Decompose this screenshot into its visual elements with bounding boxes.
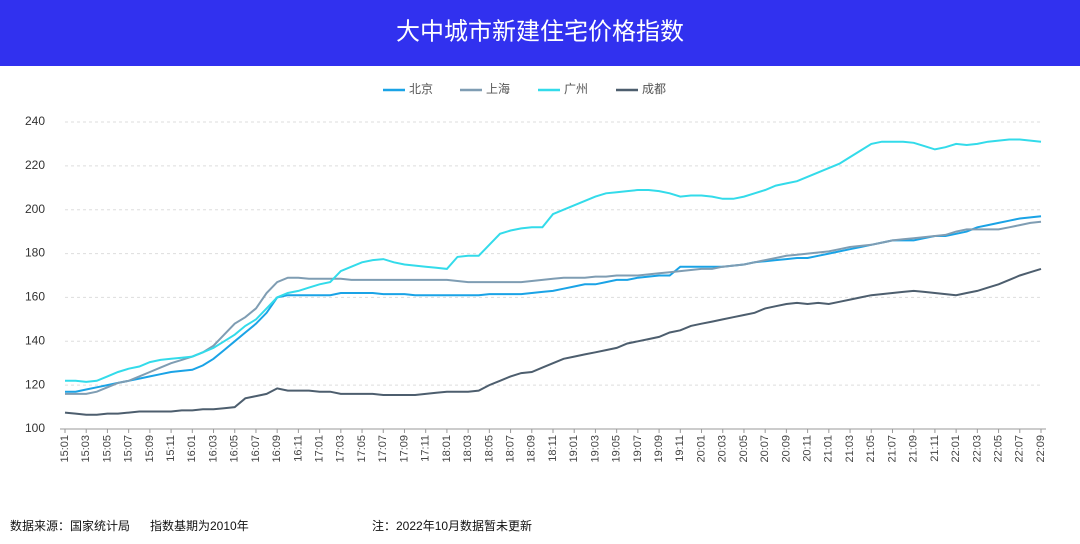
x-tick-label: 20:09 bbox=[780, 435, 792, 463]
x-tick-label: 19:07 bbox=[632, 435, 644, 463]
x-tick-label: 17:03 bbox=[335, 435, 347, 463]
x-tick-label: 21:05 bbox=[865, 435, 877, 463]
x-tick-label: 16:01 bbox=[186, 435, 198, 463]
series-line bbox=[65, 138, 1042, 383]
series-line bbox=[64, 267, 1042, 416]
x-tick-label: 20:03 bbox=[717, 435, 729, 463]
x-tick-label: 15:01 bbox=[59, 435, 71, 463]
x-tick-label: 19:09 bbox=[653, 435, 665, 463]
x-tick-label: 15:11 bbox=[165, 435, 177, 462]
x-tick-label: 21:01 bbox=[823, 435, 835, 463]
x-tick-label: 19:03 bbox=[589, 435, 601, 463]
x-tick-label: 20:11 bbox=[802, 435, 814, 462]
y-tick-label: 180 bbox=[25, 246, 45, 260]
legend-label: 广州 bbox=[564, 82, 588, 96]
x-tick-label: 16:07 bbox=[250, 435, 262, 463]
y-tick-label: 140 bbox=[25, 333, 45, 347]
x-tick-label: 22:03 bbox=[971, 435, 983, 463]
x-tick-label: 18:09 bbox=[526, 435, 538, 463]
y-tick-label: 220 bbox=[25, 158, 45, 172]
x-tick-label: 15:09 bbox=[144, 435, 156, 463]
x-tick-label: 17:05 bbox=[356, 435, 368, 463]
x-tick-label: 15:03 bbox=[80, 435, 92, 463]
x-tick-label: 17:11 bbox=[420, 435, 432, 462]
x-tick-label: 18:11 bbox=[547, 435, 559, 462]
x-tick-label: 18:03 bbox=[462, 435, 474, 463]
x-tick-label: 22:07 bbox=[1014, 435, 1026, 463]
y-tick-label: 120 bbox=[25, 377, 45, 391]
x-tick-label: 19:11 bbox=[674, 435, 686, 462]
x-tick-label: 22:01 bbox=[950, 435, 962, 463]
series-line bbox=[65, 220, 1042, 395]
x-tick-label: 18:05 bbox=[483, 435, 495, 463]
x-tick-label: 22:09 bbox=[1035, 435, 1047, 463]
legend-label: 北京 bbox=[409, 82, 433, 96]
note: 注：2022年10月数据暂未更新 bbox=[372, 518, 532, 533]
y-tick-label: 200 bbox=[25, 202, 45, 216]
x-tick-label: 17:01 bbox=[314, 435, 326, 463]
x-tick-label: 15:07 bbox=[123, 435, 135, 463]
x-tick-label: 21:09 bbox=[908, 435, 920, 463]
x-tick-label: 21:11 bbox=[929, 435, 941, 462]
x-tick-label: 17:09 bbox=[398, 435, 410, 463]
x-tick-label: 20:01 bbox=[695, 435, 707, 463]
y-tick-label: 160 bbox=[25, 290, 45, 304]
series-line bbox=[65, 215, 1042, 393]
x-tick-label: 18:01 bbox=[441, 435, 453, 463]
y-tick-label: 100 bbox=[25, 421, 45, 435]
legend-label: 上海 bbox=[486, 81, 510, 96]
header-bar bbox=[0, 0, 1080, 66]
chart-title: 大中城市新建住宅价格指数 bbox=[396, 18, 684, 45]
x-tick-label: 21:03 bbox=[844, 435, 856, 463]
y-tick-label: 240 bbox=[25, 114, 45, 128]
x-tick-label: 20:07 bbox=[759, 435, 771, 463]
legend-label: 成都 bbox=[642, 82, 666, 96]
x-tick-label: 19:05 bbox=[611, 435, 623, 463]
x-tick-label: 18:07 bbox=[504, 435, 516, 463]
source: 数据来源：国家统计局 bbox=[10, 518, 130, 533]
x-tick-label: 16:09 bbox=[271, 435, 283, 463]
x-tick-label: 21:07 bbox=[886, 435, 898, 463]
x-tick-label: 16:05 bbox=[229, 435, 241, 463]
x-tick-label: 15:05 bbox=[101, 435, 113, 463]
x-tick-label: 20:05 bbox=[738, 435, 750, 463]
x-tick-label: 22:05 bbox=[992, 435, 1004, 463]
x-tick-label: 19:01 bbox=[568, 435, 580, 463]
x-tick-label: 17:07 bbox=[377, 435, 389, 463]
x-tick-label: 16:11 bbox=[292, 435, 304, 462]
x-tick-label: 16:03 bbox=[207, 435, 219, 463]
base-note: 指数基期为2010年 bbox=[150, 518, 249, 533]
